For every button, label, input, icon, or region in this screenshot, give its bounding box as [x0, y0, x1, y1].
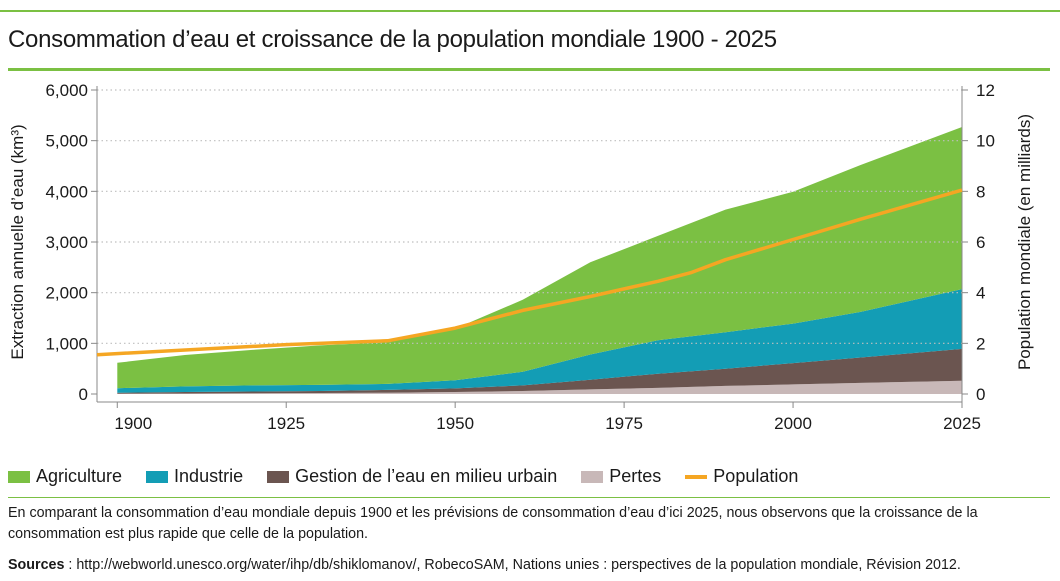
- legend-item: Gestion de l’eau en milieu urbain: [267, 466, 557, 487]
- x-tick-label: 1975: [605, 414, 643, 433]
- y2-tick-label: 10: [976, 132, 995, 151]
- legend-swatch: [8, 470, 30, 483]
- y-tick-label: 6,000: [45, 81, 88, 100]
- sources-label: Sources: [8, 557, 65, 573]
- legend-rule: [8, 497, 1050, 498]
- legend-label: Agriculture: [36, 466, 123, 486]
- chart-svg: 0 1,000 2,000 3,000 4,000 5,000 6,000 0 2 4 6 8 10 12…: [8, 81, 1034, 433]
- y-tick-label: 1,000: [45, 334, 88, 353]
- chart-title: Consommation d’eau et croissance de la p…: [8, 26, 777, 53]
- legend-swatch: [581, 470, 604, 483]
- y2-tick-label: 2: [976, 334, 985, 353]
- y-axis-title: Extraction annuelle d’eau (km³): [8, 124, 27, 359]
- sources-text: : http://webworld.unesco.org/water/ihp/d…: [64, 557, 961, 573]
- legend-label: Pertes: [609, 466, 662, 486]
- y2-tick-label: 8: [976, 182, 985, 201]
- y-tick-label: 4,000: [45, 182, 88, 201]
- legend-swatch: [685, 474, 708, 479]
- title-rule: [8, 68, 1050, 71]
- chart-note: En comparant la consommation d’eau mondi…: [8, 505, 978, 542]
- area-agriculture: [117, 127, 963, 389]
- x-tick-label: 2000: [774, 414, 812, 433]
- y-tick-label: 3,000: [45, 233, 88, 252]
- x-tick-label: 2025: [943, 414, 981, 433]
- y-tick-label: 2,000: [45, 284, 88, 303]
- y2-tick-label: 4: [976, 284, 985, 303]
- top-rule: [0, 10, 1060, 12]
- y-tick-label: 0: [79, 385, 88, 404]
- legend-swatch: [267, 470, 290, 483]
- y2-axis-title: Population mondiale (en milliards): [1015, 114, 1034, 370]
- y2-tick-label: 0: [976, 385, 985, 404]
- legend-item: Pertes: [581, 466, 661, 487]
- legend-swatch: [146, 470, 169, 483]
- x-tick-label: 1925: [267, 414, 305, 433]
- legend-item: Industrie: [146, 466, 243, 487]
- x-tick-label: 1900: [114, 414, 152, 433]
- y2-tick-label: 6: [976, 233, 985, 252]
- y-tick-label: 5,000: [45, 132, 88, 151]
- legend-label: Population: [713, 466, 799, 486]
- population-line: [96, 188, 963, 357]
- area-gestion-de-l-eau-en-milieu-urbain: [117, 348, 963, 394]
- legend-label: Industrie: [174, 466, 244, 486]
- x-tick-label: 1950: [436, 414, 474, 433]
- legend-item: Population: [685, 466, 798, 487]
- legend: Agriculture Industrie Gestion de l’eau en …: [8, 466, 822, 487]
- legend-item: Agriculture: [8, 466, 122, 487]
- area-pertes: [117, 380, 963, 394]
- area-industrie: [117, 289, 963, 393]
- legend-label: Gestion de l’eau en milieu urbain: [295, 466, 558, 486]
- y2-tick-label: 12: [976, 81, 995, 100]
- sources: Sources : http://webworld.unesco.org/wat…: [8, 557, 961, 573]
